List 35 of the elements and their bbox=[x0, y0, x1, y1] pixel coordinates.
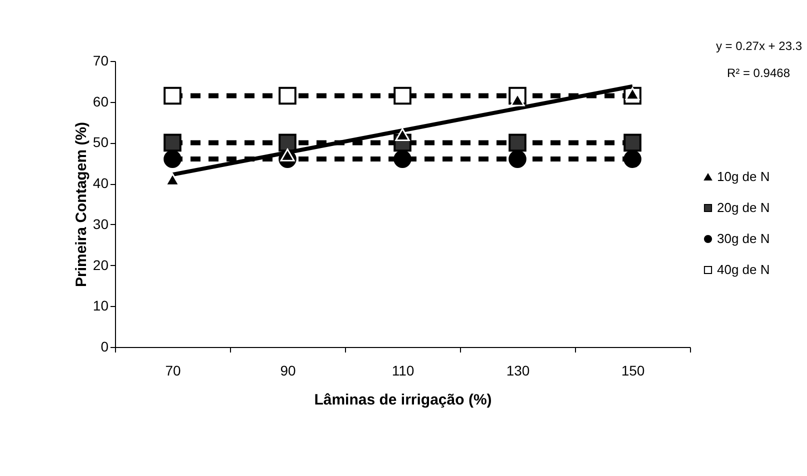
point bbox=[164, 150, 182, 168]
y-tick-label: 30 bbox=[92, 216, 109, 232]
point bbox=[508, 134, 526, 152]
y-tick-label: 70 bbox=[92, 52, 109, 68]
point bbox=[394, 86, 412, 105]
text: R² = 0.9468 bbox=[726, 66, 790, 80]
y-axis-title: Primeira Contagem (%) bbox=[72, 122, 90, 288]
y-tick-label: 10 bbox=[92, 298, 109, 314]
point bbox=[395, 128, 410, 141]
y-tick-label: 20 bbox=[92, 256, 109, 273]
x-tick-label: 110 bbox=[392, 362, 414, 378]
point bbox=[164, 134, 182, 152]
y-tick-label: 60 bbox=[92, 93, 109, 110]
text: y = 0.27x + 23.3 bbox=[716, 39, 802, 53]
legend-label: 20g de N bbox=[717, 200, 770, 215]
x-axis-title: Lâminas de irrigação (%) bbox=[314, 392, 492, 408]
legend-label: 30g de N bbox=[717, 231, 770, 246]
x-tick-label: 130 bbox=[506, 362, 530, 378]
point bbox=[280, 148, 295, 162]
legend-label: 10g de N bbox=[717, 169, 770, 184]
point bbox=[165, 173, 180, 186]
point bbox=[624, 134, 642, 152]
y-tick-label: 40 bbox=[92, 175, 109, 192]
x-tick-label: 150 bbox=[621, 362, 645, 378]
y-tick-label: 50 bbox=[92, 134, 109, 150]
point bbox=[278, 134, 296, 152]
point bbox=[278, 86, 296, 105]
x-tick-label: 70 bbox=[165, 362, 181, 378]
x-tick-label: 90 bbox=[280, 362, 296, 378]
point bbox=[508, 150, 526, 168]
point bbox=[394, 150, 412, 168]
legend-label: 40g de N bbox=[717, 262, 770, 277]
point bbox=[164, 86, 182, 105]
point bbox=[624, 150, 642, 168]
y-tick-label: 0 bbox=[100, 338, 109, 354]
